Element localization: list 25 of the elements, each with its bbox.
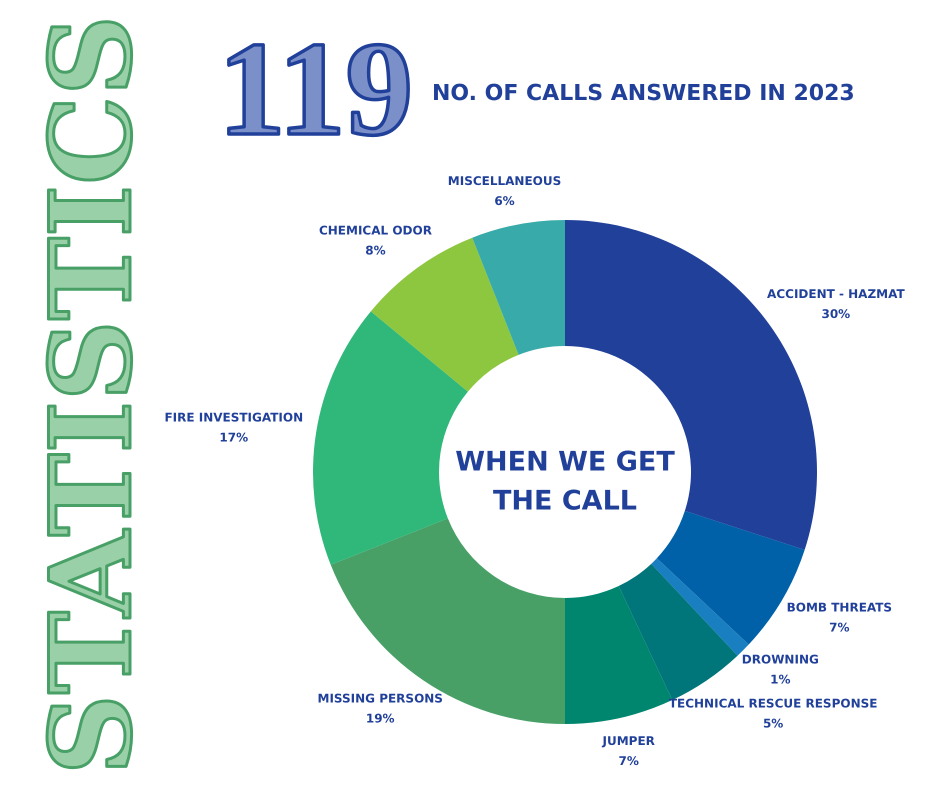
donut-slice (472, 220, 565, 355)
slice-label: CHEMICAL ODOR (318, 224, 432, 238)
data-label: 17% (219, 430, 248, 444)
data-label: 6% (494, 194, 515, 208)
text: WHEN WE GET THE CALL (455, 446, 676, 516)
data-label: 19% (366, 712, 395, 726)
slice-label: BOMB THREATS (786, 600, 892, 615)
data-label: 8% (365, 244, 386, 258)
data-label: 7% (829, 620, 850, 635)
data-label: 30% (821, 306, 850, 321)
slice-label: ACCIDENT - HAZMAT (767, 286, 906, 301)
data-label: 1% (770, 672, 791, 686)
donut-slice (651, 558, 749, 656)
slice-label: TECHNICAL RESCUE RESPONSE (668, 696, 878, 710)
donut-slice (618, 564, 738, 700)
text: NO. OF CALLS ANSWERED IN 2023 (432, 81, 855, 106)
slice-label: JUMPER (602, 734, 655, 748)
slice-label: DROWNING (742, 652, 819, 666)
slice-label: MISSING PERSONS (318, 692, 443, 706)
data-label: 7% (618, 754, 639, 768)
text: STATISTICS (26, 15, 157, 775)
text: 119 (218, 15, 414, 164)
slice-label: MISCELLANEOUS (448, 174, 562, 188)
data-label: 5% (762, 716, 784, 730)
slice-label: FIRE INVESTIGATION (164, 410, 304, 424)
